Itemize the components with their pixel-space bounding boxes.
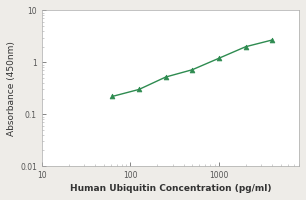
X-axis label: Human Ubiquitin Concentration (pg/ml): Human Ubiquitin Concentration (pg/ml)	[70, 184, 271, 193]
Y-axis label: Absorbance (450nm): Absorbance (450nm)	[7, 41, 16, 136]
